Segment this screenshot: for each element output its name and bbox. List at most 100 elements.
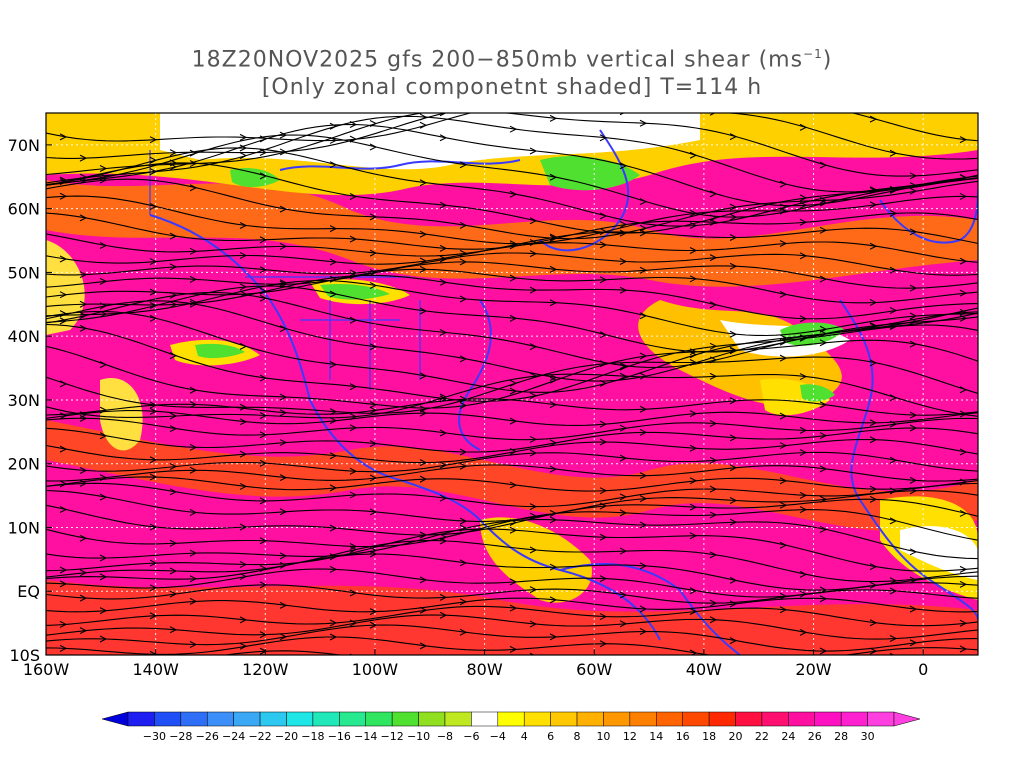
streamline-arrow	[959, 645, 968, 653]
streamline-arrow	[869, 563, 878, 571]
streamline-arrow	[439, 461, 448, 469]
streamline-arrow	[59, 580, 68, 588]
streamline-arrow	[619, 454, 628, 462]
streamline-arrow	[869, 242, 878, 250]
streamline-arrow	[59, 255, 68, 263]
colorbar-swatch	[708, 711, 736, 727]
streamline-arrow	[819, 401, 828, 409]
streamline-arrow	[509, 645, 518, 653]
streamline-arrow	[149, 456, 158, 464]
streamline-arrow	[189, 400, 198, 408]
streamline-arrow	[279, 601, 288, 609]
colorbar-swatch	[127, 711, 155, 727]
colorbar-label: −18	[301, 730, 324, 743]
colorbar-label: −24	[222, 730, 245, 743]
colorbar-swatch	[339, 711, 366, 727]
streamline-arrow	[239, 573, 248, 581]
streamline-arrow	[59, 192, 68, 200]
streamline-arrow	[889, 652, 895, 655]
streamline-arrow	[689, 358, 698, 366]
streamline-arrow	[889, 323, 898, 330]
streamline-arrow	[889, 209, 898, 217]
streamline-arrow	[799, 506, 808, 514]
streamline-arrow	[349, 192, 358, 200]
streamline-arrow	[349, 467, 358, 475]
streamline-arrow	[529, 503, 538, 511]
streamline-arrow	[799, 449, 808, 457]
colorbar-label: −28	[169, 730, 192, 743]
streamline-arrow	[599, 241, 608, 249]
streamline-arrow	[509, 379, 518, 387]
streamline-arrow	[729, 434, 738, 442]
streamline-arrow	[959, 580, 968, 588]
streamline-arrow	[780, 658, 786, 664]
streamline-arrow	[439, 593, 448, 601]
lon-tick-label: 80W	[466, 660, 502, 679]
streamline-arrow	[169, 567, 178, 575]
streamline	[46, 482, 978, 508]
colorbar-swatch	[814, 711, 842, 727]
streamline-arrow	[419, 307, 428, 315]
streamline-arrow	[99, 361, 108, 369]
streamline-arrow	[329, 417, 338, 425]
streamline-arrow	[509, 274, 518, 282]
streamline-arrow	[59, 620, 68, 628]
streamline-arrow	[549, 563, 558, 571]
streamline-arrow	[149, 612, 158, 620]
streamline	[46, 540, 978, 583]
streamline-arrow	[819, 275, 828, 283]
streamline-arrow	[369, 621, 378, 629]
streamline-arrow	[689, 607, 698, 615]
streamline-arrow	[709, 218, 718, 226]
lon-tick-label: 0	[918, 660, 928, 679]
lon-tick-label: 120W	[242, 660, 289, 679]
plot-title-line1: 18Z20NOV2025 gfs 200−850mb vertical shea…	[0, 47, 1024, 72]
streamline-arrow	[79, 479, 88, 487]
lon-tick-label: 160W	[23, 660, 70, 679]
streamline-arrow	[149, 559, 158, 567]
streamline-arrow	[819, 226, 828, 234]
streamline-arrow	[689, 209, 698, 217]
streamline-arrow	[889, 587, 898, 595]
streamline-arrow	[259, 374, 268, 382]
streamline-arrow	[819, 647, 828, 655]
streamline-arrow	[599, 379, 608, 387]
streamline-arrow	[439, 429, 448, 437]
streamline-arrow	[169, 539, 178, 547]
streamline-arrow	[799, 590, 808, 598]
streamline-arrow	[149, 203, 158, 211]
streamline-arrow	[59, 566, 68, 574]
streamline-arrow	[259, 236, 268, 244]
streamline-arrow	[369, 343, 378, 351]
streamline-arrow	[799, 315, 808, 323]
plot-title-line2: [Only zonal componetnt shaded] T=114 h	[261, 75, 763, 100]
streamline-arrow	[59, 317, 68, 325]
streamline-arrow	[419, 179, 428, 187]
streamline-arrow	[459, 628, 468, 636]
streamline-arrow	[780, 99, 786, 105]
streamline-arrow	[909, 548, 918, 556]
streamline-arrow	[369, 401, 378, 409]
streamline-arrow	[529, 343, 538, 351]
streamline-arrow	[689, 410, 698, 418]
streamline-arrow	[729, 518, 738, 526]
colorbar-swatch	[418, 711, 446, 727]
streamline-arrow	[59, 310, 68, 318]
streamline-arrow	[189, 597, 198, 605]
streamline-arrow	[639, 119, 648, 127]
streamline-arrow	[509, 387, 518, 395]
lon-tick-label: 20W	[795, 660, 831, 679]
streamline-arrow	[369, 213, 378, 221]
colorbar-swatch	[206, 711, 234, 727]
streamline-arrow	[79, 311, 88, 319]
streamline-arrow	[709, 113, 716, 116]
colorbar-label: −12	[381, 730, 404, 743]
streamline-arrow	[819, 525, 828, 533]
streamline-arrow	[889, 307, 898, 315]
title-close-paren: )	[822, 47, 833, 73]
streamline-arrow	[779, 334, 788, 342]
streamline-arrow	[79, 534, 88, 542]
streamline-arrow	[599, 360, 608, 368]
streamline-arrow	[709, 599, 718, 607]
streamline-arrow	[239, 523, 248, 531]
